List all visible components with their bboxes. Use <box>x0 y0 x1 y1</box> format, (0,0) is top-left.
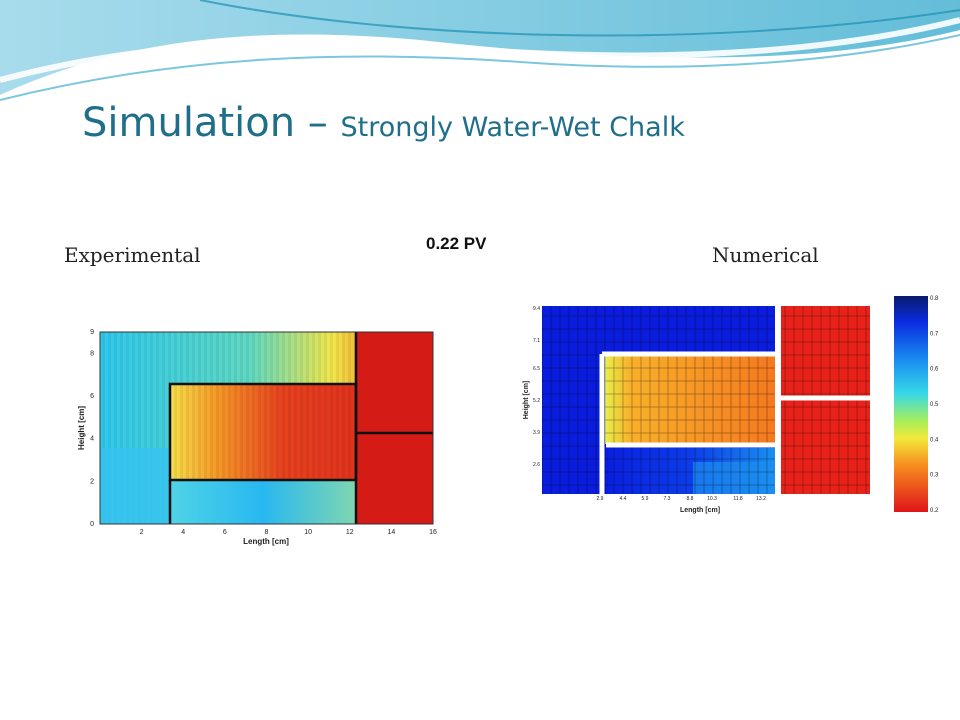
numerical-y-tick: 7.1 <box>533 338 540 344</box>
colorbar-tick: 0.3 <box>930 473 939 479</box>
numerical-x-label: Length [cm] <box>680 507 720 514</box>
numerical-x-tick: 5.9 <box>642 496 649 502</box>
numerical-x-tick: 8.8 <box>687 496 694 502</box>
colorbar-tick: 0.6 <box>930 367 939 373</box>
numerical-label: Numerical <box>712 243 819 267</box>
numerical-x-tick: 11.8 <box>733 496 743 502</box>
numerical-chart: 2.9 4.4 5.9 7.3 8.8 10.3 11.8 13.2 9.4 7.1 6.5 5.2 3… <box>523 302 872 514</box>
colorbar: 0.8 0.7 0.6 0.5 0.4 0.3 0.2 <box>894 296 939 514</box>
colorbar-tick: 0.7 <box>930 331 939 337</box>
colorbar-tick: 0.4 <box>930 437 939 443</box>
numerical-y-label: Height [cm] <box>523 381 530 420</box>
experimental-label: Experimental <box>64 243 201 267</box>
experimental-x-label: Length [cm] <box>243 537 289 546</box>
numerical-x-tick: 7.3 <box>664 496 671 502</box>
colorbar-tick: 0.5 <box>930 402 939 408</box>
header-wave-decoration <box>0 0 960 101</box>
numerical-y-tick: 3.9 <box>533 430 540 436</box>
numerical-y-tick: 2.6 <box>533 462 540 468</box>
experimental-x-tick: 16 <box>429 529 437 536</box>
numerical-y-tick: 5.2 <box>533 398 540 404</box>
slide-title: Simulation – Strongly Water-Wet Chalk <box>82 100 685 146</box>
numerical-x-tick: 2.9 <box>597 496 604 502</box>
experimental-y-tick: 4 <box>90 436 94 443</box>
experimental-y-tick: 0 <box>90 521 94 528</box>
experimental-x-tick: 4 <box>181 529 185 536</box>
experimental-y-tick: 6 <box>90 393 94 400</box>
numerical-y-tick: 6.5 <box>533 366 540 372</box>
experimental-x-tick: 8 <box>265 529 269 536</box>
experimental-x-tick: 10 <box>304 529 312 536</box>
experimental-y-label: Height [cm] <box>77 406 86 450</box>
experimental-x-tick: 2 <box>140 529 144 536</box>
slide-title-sub: Strongly Water-Wet Chalk <box>340 112 685 143</box>
numerical-x-tick: 13.2 <box>756 496 766 502</box>
experimental-y-tick: 9 <box>90 329 94 336</box>
colorbar-panel: 0.8 0.7 0.6 0.5 0.4 0.3 0.2 <box>890 292 942 518</box>
experimental-x-tick: 14 <box>387 529 395 536</box>
experimental-y-tick: 2 <box>90 478 94 485</box>
pore-volume-label: 0.22 PV <box>426 234 487 253</box>
numerical-chart-panel: 2.9 4.4 5.9 7.3 8.8 10.3 11.8 13.2 9.4 7.1 6.5 5.2 3… <box>488 290 888 518</box>
experimental-y-tick: 8 <box>90 350 94 357</box>
numerical-x-tick: 4.4 <box>620 496 627 502</box>
experimental-chart-panel: 2 4 6 8 10 12 14 16 0 2 4 6 8 9 Length [cm] Height [c… <box>48 318 472 550</box>
experimental-x-tick: 6 <box>223 529 227 536</box>
numerical-y-tick: 9.4 <box>533 306 540 312</box>
colorbar-tick: 0.2 <box>930 508 939 514</box>
numerical-x-tick: 10.3 <box>707 496 717 502</box>
experimental-x-tick: 12 <box>346 529 354 536</box>
colorbar-tick: 0.8 <box>930 296 939 302</box>
experimental-chart: 2 4 6 8 10 12 14 16 0 2 4 6 8 9 Length [cm] Height [c… <box>77 329 437 546</box>
slide-title-main: Simulation – <box>82 100 341 146</box>
